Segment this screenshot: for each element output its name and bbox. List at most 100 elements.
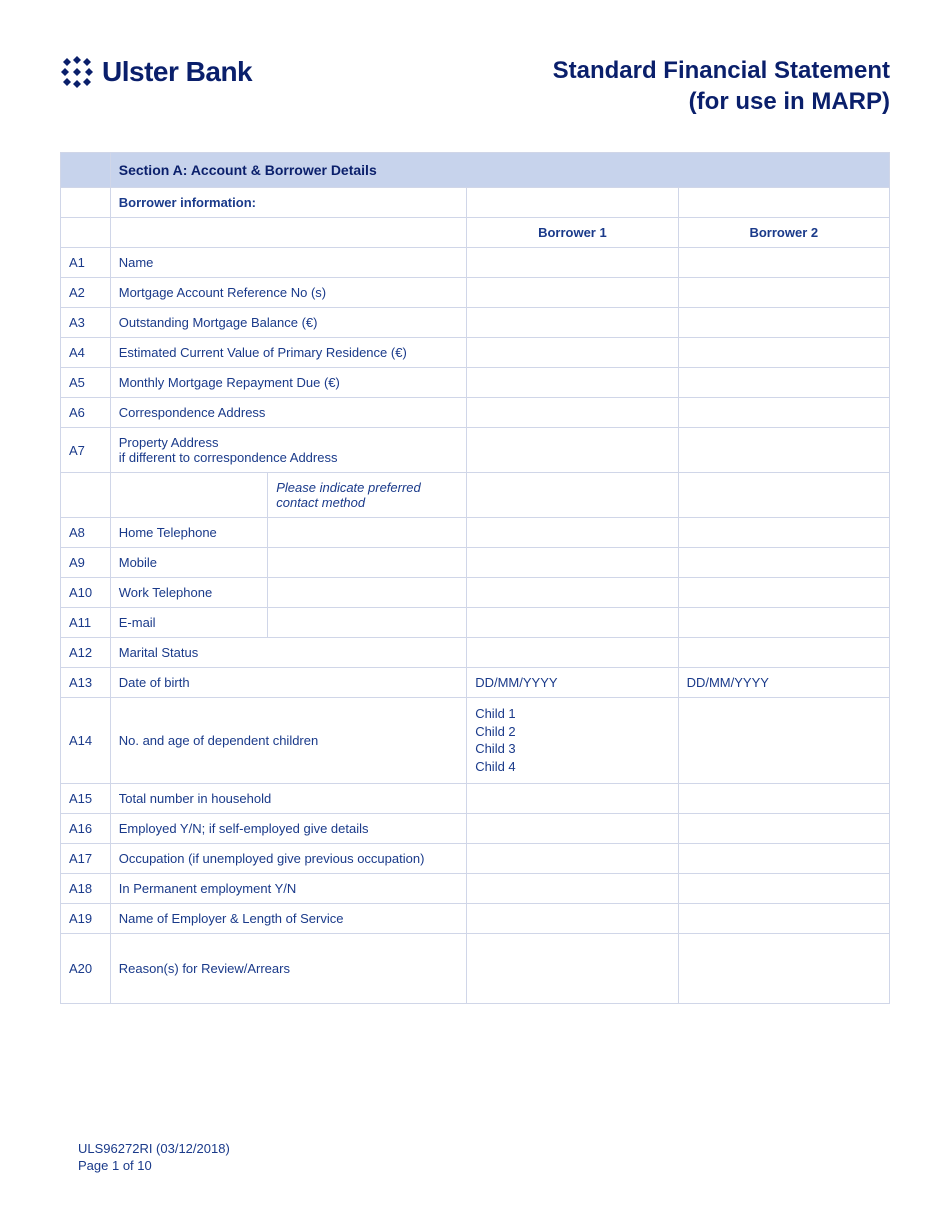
section-a-header-row: Section A: Account & Borrower Details: [61, 153, 890, 188]
row-a10-pref[interactable]: [268, 578, 467, 608]
row-a10-b1[interactable]: [467, 578, 678, 608]
row-a8-label: Home Telephone: [110, 518, 268, 548]
row-a15-b1[interactable]: [467, 783, 678, 813]
section-a-title: Section A: Account & Borrower Details: [110, 153, 889, 188]
document-title-line2: (for use in MARP): [553, 86, 890, 117]
row-a5-b1[interactable]: [467, 368, 678, 398]
row-a2-label: Mortgage Account Reference No (s): [110, 278, 466, 308]
row-a3: A3 Outstanding Mortgage Balance (€): [61, 308, 890, 338]
row-a10-b2[interactable]: [678, 578, 889, 608]
row-a20-b2[interactable]: [678, 933, 889, 1003]
row-a10: A10 Work Telephone: [61, 578, 890, 608]
colhead-spacer: [61, 218, 111, 248]
row-a14-b2[interactable]: [678, 698, 889, 783]
row-a9-label: Mobile: [110, 548, 268, 578]
document-title: Standard Financial Statement (for use in…: [553, 55, 890, 117]
row-a3-id: A3: [61, 308, 111, 338]
row-a2-b1[interactable]: [467, 278, 678, 308]
row-a1-b1[interactable]: [467, 248, 678, 278]
row-a4-b1[interactable]: [467, 338, 678, 368]
row-a18-id: A18: [61, 873, 111, 903]
row-a7: A7 Property Address if different to corr…: [61, 428, 890, 473]
row-a10-label: Work Telephone: [110, 578, 268, 608]
row-a9-b2[interactable]: [678, 548, 889, 578]
row-a16-b2[interactable]: [678, 813, 889, 843]
row-a11-label: E-mail: [110, 608, 268, 638]
row-a2-b2[interactable]: [678, 278, 889, 308]
contact-note-spacer: [110, 473, 268, 518]
row-a17-b1[interactable]: [467, 843, 678, 873]
row-a11-b1[interactable]: [467, 608, 678, 638]
row-a17-b2[interactable]: [678, 843, 889, 873]
child-2: Child 2: [475, 723, 669, 741]
contact-note-label: Please indicate preferred contact method: [268, 473, 467, 518]
row-a9-id: A9: [61, 548, 111, 578]
row-a11-b2[interactable]: [678, 608, 889, 638]
row-a4: A4 Estimated Current Value of Primary Re…: [61, 338, 890, 368]
subheader-b2-cell: [678, 188, 889, 218]
row-a7-b2[interactable]: [678, 428, 889, 473]
row-a13-b2[interactable]: DD/MM/YYYY: [678, 668, 889, 698]
row-a13-b1[interactable]: DD/MM/YYYY: [467, 668, 678, 698]
row-a8-b2[interactable]: [678, 518, 889, 548]
row-a14-b1[interactable]: Child 1 Child 2 Child 3 Child 4: [467, 698, 678, 783]
row-a12-b1[interactable]: [467, 638, 678, 668]
row-a14-label: No. and age of dependent children: [110, 698, 466, 783]
row-a5-label: Monthly Mortgage Repayment Due (€): [110, 368, 466, 398]
row-a4-b2[interactable]: [678, 338, 889, 368]
row-a18-b2[interactable]: [678, 873, 889, 903]
row-a8-b1[interactable]: [467, 518, 678, 548]
row-a1-b2[interactable]: [678, 248, 889, 278]
row-a9: A9 Mobile: [61, 548, 890, 578]
row-a6-label: Correspondence Address: [110, 398, 466, 428]
row-a5-id: A5: [61, 368, 111, 398]
row-a10-id: A10: [61, 578, 111, 608]
row-a7-id: A7: [61, 428, 111, 473]
row-a13: A13 Date of birth DD/MM/YYYY DD/MM/YYYY: [61, 668, 890, 698]
row-a3-b1[interactable]: [467, 308, 678, 338]
col-borrower1: Borrower 1: [467, 218, 678, 248]
row-a6-b1[interactable]: [467, 398, 678, 428]
borrower-info-subheader-row: Borrower information:: [61, 188, 890, 218]
row-a1-label: Name: [110, 248, 466, 278]
row-a9-b1[interactable]: [467, 548, 678, 578]
footer-page: Page 1 of 10: [78, 1157, 230, 1175]
row-a18-label: In Permanent employment Y/N: [110, 873, 466, 903]
child-4: Child 4: [475, 758, 669, 776]
contact-note-b1: [467, 473, 678, 518]
row-a13-label: Date of birth: [110, 668, 466, 698]
child-3: Child 3: [475, 740, 669, 758]
row-a4-label: Estimated Current Value of Primary Resid…: [110, 338, 466, 368]
row-a9-pref[interactable]: [268, 548, 467, 578]
row-a2-id: A2: [61, 278, 111, 308]
row-a12: A12 Marital Status: [61, 638, 890, 668]
row-a15-id: A15: [61, 783, 111, 813]
row-a15-b2[interactable]: [678, 783, 889, 813]
row-a5-b2[interactable]: [678, 368, 889, 398]
row-a19-b2[interactable]: [678, 903, 889, 933]
page-header: Ulster Bank Standard Financial Statement…: [60, 55, 890, 117]
row-a19-b1[interactable]: [467, 903, 678, 933]
page-footer: ULS96272RI (03/12/2018) Page 1 of 10: [78, 1140, 230, 1175]
child-list: Child 1 Child 2 Child 3 Child 4: [475, 705, 669, 775]
row-a18-b1[interactable]: [467, 873, 678, 903]
row-a6-id: A6: [61, 398, 111, 428]
row-a6-b2[interactable]: [678, 398, 889, 428]
ulster-bank-logo-icon: [60, 55, 94, 89]
section-header-spacer: [61, 153, 111, 188]
row-a3-b2[interactable]: [678, 308, 889, 338]
row-a15: A15 Total number in household: [61, 783, 890, 813]
row-a7-b1[interactable]: [467, 428, 678, 473]
row-a12-b2[interactable]: [678, 638, 889, 668]
row-a6: A6 Correspondence Address: [61, 398, 890, 428]
row-a8-id: A8: [61, 518, 111, 548]
row-a20-b1[interactable]: [467, 933, 678, 1003]
row-a8-pref[interactable]: [268, 518, 467, 548]
contact-note-id: [61, 473, 111, 518]
row-contact-note: Please indicate preferred contact method: [61, 473, 890, 518]
row-a11-pref[interactable]: [268, 608, 467, 638]
subheader-b1-cell: [467, 188, 678, 218]
row-a19-label: Name of Employer & Length of Service: [110, 903, 466, 933]
row-a16-b1[interactable]: [467, 813, 678, 843]
row-a20-label: Reason(s) for Review/Arrears: [110, 933, 466, 1003]
